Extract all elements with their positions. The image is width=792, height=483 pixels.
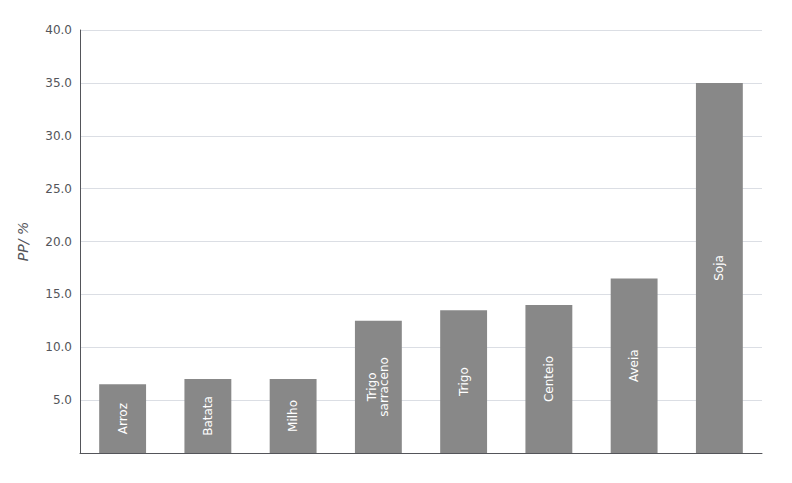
svg-text:Trigo: Trigo <box>457 367 471 397</box>
svg-text:Aveia: Aveia <box>627 349 641 382</box>
svg-text:PP/ %: PP/ % <box>15 222 31 261</box>
svg-text:Batata: Batata <box>201 396 215 436</box>
svg-text:Milho: Milho <box>286 400 300 432</box>
svg-text:Soja: Soja <box>712 255 726 281</box>
svg-text:25.0: 25.0 <box>45 182 72 196</box>
svg-text:30.0: 30.0 <box>45 129 72 143</box>
svg-text:15.0: 15.0 <box>45 287 72 301</box>
svg-text:40.0: 40.0 <box>45 23 72 37</box>
svg-text:Centeio: Centeio <box>542 356 556 402</box>
svg-text:35.0: 35.0 <box>45 76 72 90</box>
svg-text:Arroz: Arroz <box>116 403 130 434</box>
svg-text:Trigo: Trigo <box>365 372 380 402</box>
svg-text:20.0: 20.0 <box>45 235 72 249</box>
svg-text:10.0: 10.0 <box>45 340 72 354</box>
svg-text:sarraceno: sarraceno <box>377 357 391 417</box>
svg-text:5.0: 5.0 <box>53 393 72 407</box>
